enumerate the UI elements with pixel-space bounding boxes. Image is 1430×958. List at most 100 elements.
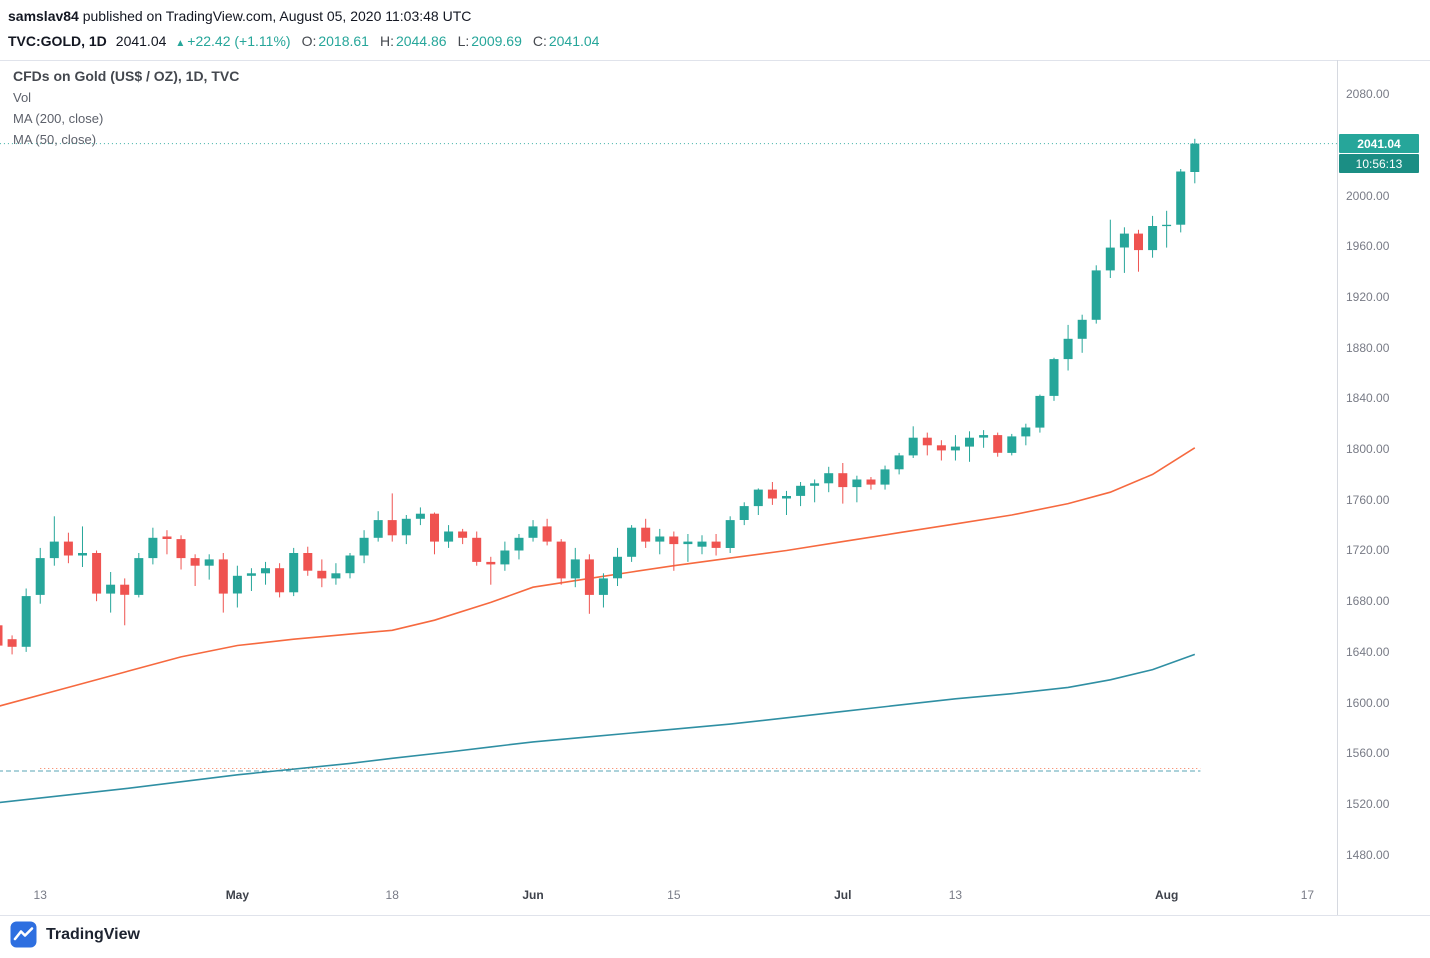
- price-axis-label: 1680.00: [1346, 594, 1390, 609]
- legend-symbol-title: CFDs on Gold (US$ / OZ), 1D, TVC: [13, 68, 240, 84]
- price-axis-label: 1640.00: [1346, 644, 1390, 659]
- candle-body: [725, 520, 735, 548]
- candle-body: [584, 559, 594, 595]
- price-axis-label: 1720.00: [1346, 543, 1390, 558]
- candle-body: [387, 520, 397, 536]
- tradingview-logo-icon: [10, 921, 37, 948]
- candle-body: [936, 445, 946, 451]
- candle-body: [359, 537, 369, 556]
- candle-body: [134, 558, 144, 595]
- candle-body: [1077, 319, 1087, 339]
- candle-body: [613, 556, 622, 579]
- price-axis-label: 1520.00: [1346, 796, 1390, 811]
- chart-legend: CFDs on Gold (US$ / OZ), 1D, TVC Vol MA …: [13, 66, 239, 150]
- candle-body: [415, 513, 425, 519]
- candle-body: [148, 537, 158, 559]
- candle-body: [641, 527, 651, 542]
- candle-body: [1148, 226, 1158, 251]
- price-axis-label: 1600.00: [1346, 695, 1390, 710]
- change-value: +22.42 (+1.11%): [187, 33, 291, 49]
- candle-body: [204, 559, 214, 566]
- ma50-line: [0, 447, 1196, 707]
- symbol-info-bar: TVC:GOLD, 1D 2041.04 ▲ +22.42 (+1.11%) O:…: [8, 33, 599, 49]
- candle-body: [303, 553, 313, 571]
- candle-body: [598, 578, 608, 595]
- candle-body: [739, 506, 749, 520]
- time-axis-month-label: Aug: [1154, 888, 1179, 902]
- legend-item-ma50: MA (50, close): [13, 132, 97, 147]
- ma200-line: [0, 653, 1196, 804]
- candle-body: [556, 541, 566, 579]
- candle-body: [1063, 338, 1073, 360]
- last-price-badge: 2041.04: [1339, 134, 1419, 154]
- candle-body: [965, 437, 974, 447]
- price-axis-label: 1880.00: [1346, 340, 1390, 355]
- candle-body: [345, 555, 355, 574]
- brand-name[interactable]: TradingView: [46, 925, 140, 943]
- candle-body: [1049, 359, 1059, 396]
- candle-body: [669, 536, 679, 545]
- candle-body: [894, 455, 904, 470]
- candle-body: [542, 526, 552, 542]
- candle-body: [444, 531, 454, 542]
- candle-body: [500, 550, 510, 565]
- price-axis-border: [1337, 60, 1338, 915]
- candle-body: [120, 584, 130, 595]
- price-axis-label: 1760.00: [1346, 492, 1390, 507]
- candle-body: [796, 485, 806, 496]
- candle-body: [331, 573, 341, 579]
- time-axis-day-label: 13: [33, 888, 47, 902]
- legend-item-vol: Vol: [13, 90, 32, 105]
- published-text: published on TradingView.com, August 05,…: [78, 8, 472, 24]
- price-axis-label: 1920.00: [1346, 290, 1390, 304]
- candle-body: [880, 469, 890, 485]
- candle-body: [162, 536, 172, 539]
- open-field: O: 2018.61: [301, 33, 369, 49]
- candle-body: [458, 531, 468, 538]
- candle-body: [176, 539, 186, 559]
- candle-body: [1105, 247, 1115, 271]
- price-axis-label: 1960.00: [1346, 239, 1390, 254]
- candle-body: [373, 520, 383, 538]
- candle-body: [753, 489, 763, 507]
- candle-body: [106, 584, 116, 594]
- price-change: ▲ +22.42 (+1.11%): [175, 33, 290, 49]
- candle-body: [486, 561, 496, 565]
- chart-bottom-border: [0, 915, 1430, 916]
- candle-body: [711, 541, 721, 548]
- candle-body: [922, 437, 932, 446]
- time-axis-month-label: May: [225, 888, 250, 902]
- time-axis-month-label: Jun: [522, 888, 544, 902]
- candlestick-chart-canvas[interactable]: [0, 0, 1337, 915]
- candle-body: [782, 496, 791, 499]
- candle-body: [1035, 395, 1045, 428]
- candle-body: [655, 536, 665, 542]
- candle-body: [683, 541, 693, 545]
- price-axis-label: 2080.00: [1346, 87, 1390, 102]
- time-axis-day-label: 15: [667, 888, 681, 902]
- footer-brand[interactable]: TradingView: [10, 921, 140, 948]
- candle-body: [317, 570, 327, 579]
- candle-body: [218, 559, 228, 594]
- candle-body: [528, 526, 538, 538]
- candle-body: [49, 541, 59, 559]
- candle-body: [824, 473, 834, 484]
- candle-body: [1021, 427, 1031, 437]
- candle-body: [7, 639, 17, 647]
- price-axis-label: 2000.00: [1346, 188, 1390, 203]
- candle-body: [852, 479, 862, 488]
- symbol-title: TVC:GOLD, 1D: [8, 33, 107, 49]
- candle-body: [993, 435, 1003, 453]
- candle-body: [190, 558, 200, 566]
- candle-body: [866, 479, 876, 485]
- candle-body: [979, 435, 989, 438]
- candle-body: [232, 575, 242, 594]
- close-field: C: 2041.04: [532, 33, 600, 49]
- candle-body: [21, 596, 31, 647]
- candle-body: [1119, 233, 1129, 248]
- publish-info: samslav84 published on TradingView.com, …: [8, 8, 471, 24]
- candle-body: [570, 559, 580, 579]
- price-axis-label: 1800.00: [1346, 442, 1390, 457]
- candle-body: [627, 527, 637, 557]
- high-field: H: 2044.86: [379, 33, 447, 49]
